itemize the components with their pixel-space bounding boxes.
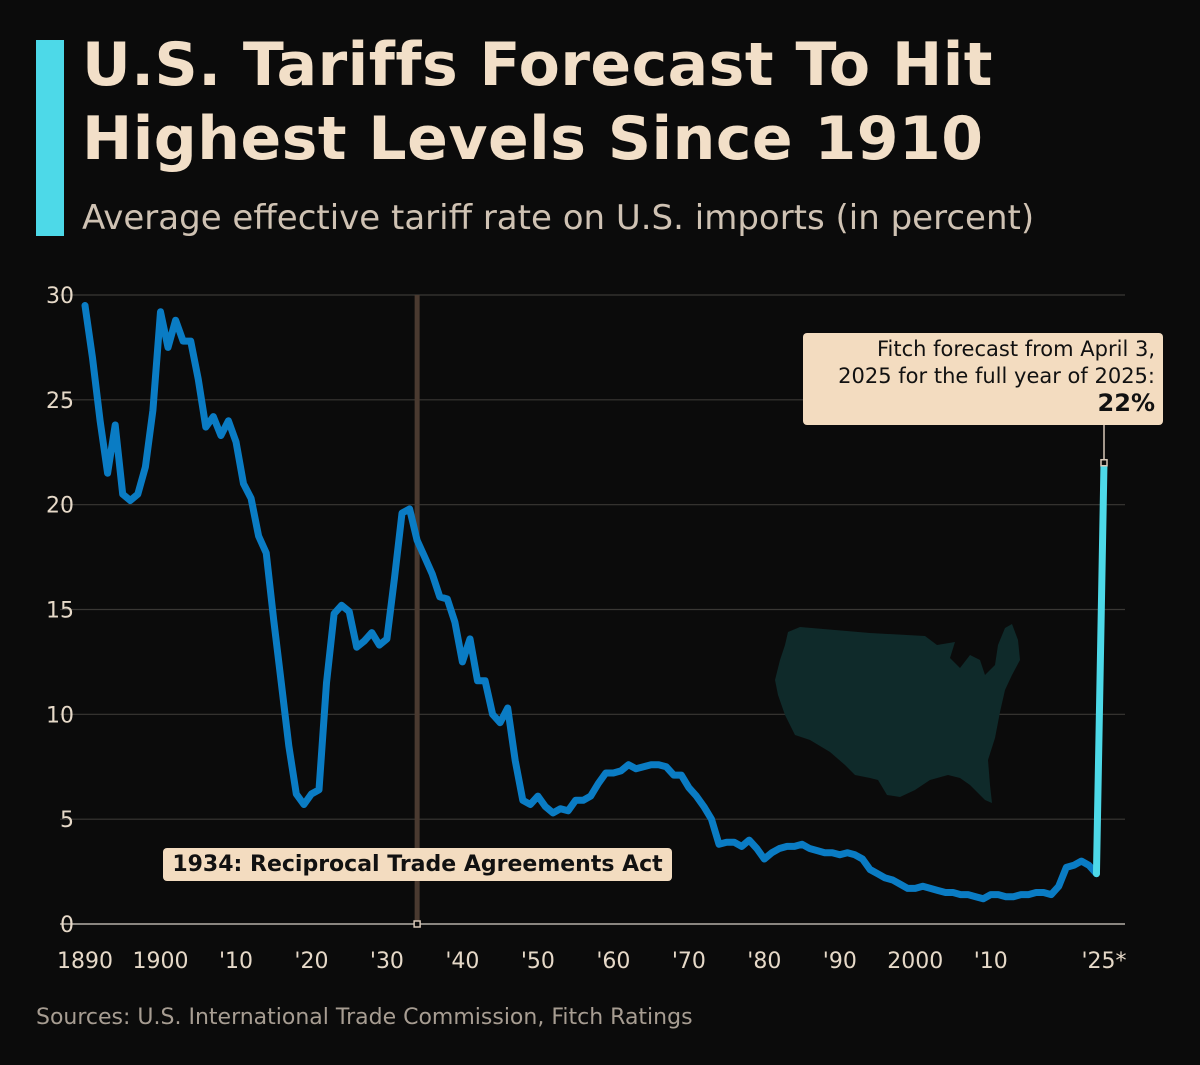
forecast-annotation: Fitch forecast from April 3, 2025 for th…	[803, 333, 1163, 425]
forecast-text-line-2: 2025 for the full year of 2025:	[838, 364, 1155, 388]
x-tick-label: '70	[672, 949, 706, 974]
y-tick-label: 15	[46, 599, 74, 624]
source-note: Sources: U.S. International Trade Commis…	[36, 1005, 693, 1030]
historical-series-line	[81, 302, 1100, 903]
x-tick-label: '20	[294, 949, 328, 974]
forecast-value: 22%	[1097, 389, 1155, 417]
accent-bar	[36, 40, 64, 236]
x-tick-label: '10	[219, 949, 253, 974]
y-tick-label: 30	[46, 284, 74, 309]
x-tick-label: '30	[370, 949, 404, 974]
us-map-icon	[775, 624, 1020, 803]
title-line-2: Highest Levels Since 1910	[82, 104, 984, 174]
y-tick-label: 5	[60, 808, 74, 833]
x-tick-label: '50	[521, 949, 555, 974]
title-line-1: U.S. Tariffs Forecast To Hit	[82, 30, 993, 100]
y-tick-label: 25	[46, 389, 74, 414]
forecast-text-line-1: Fitch forecast from April 3,	[876, 337, 1155, 361]
x-tick-label: '90	[823, 949, 857, 974]
forecast-marker	[1100, 458, 1108, 467]
event-marker	[413, 920, 421, 928]
y-tick-label: 0	[60, 913, 74, 938]
y-tick-label: 10	[46, 703, 74, 728]
x-tick-label: '80	[747, 949, 781, 974]
x-tick-label: 2000	[887, 949, 943, 974]
x-tick-label: 1900	[132, 949, 188, 974]
event-annotation: 1934: Reciprocal Trade Agreements Act	[163, 848, 672, 881]
x-tick-label: '40	[445, 949, 479, 974]
x-tick-label: '10	[974, 949, 1008, 974]
x-tick-label: '25*	[1081, 949, 1126, 974]
chart-title: U.S. Tariffs Forecast To Hit Highest Lev…	[82, 28, 993, 176]
forecast-series-line	[1092, 459, 1108, 878]
y-tick-label: 20	[46, 494, 74, 519]
x-tick-label: 1890	[57, 949, 113, 974]
chart-subtitle: Average effective tariff rate on U.S. im…	[82, 198, 1035, 238]
x-tick-label: '60	[596, 949, 630, 974]
